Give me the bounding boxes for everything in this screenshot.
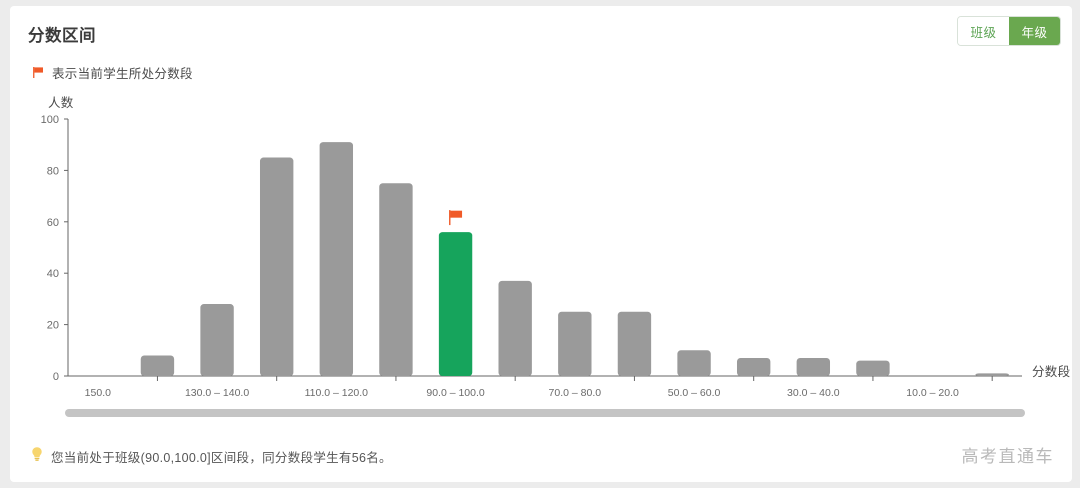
y-tick-label: 20 (47, 320, 59, 332)
x-tick-label: 110.0 – 120.0 (305, 387, 369, 399)
flag-icon (449, 210, 463, 226)
bar[interactable] (856, 360, 890, 376)
chart-horizontal-scrollbar[interactable] (65, 409, 1025, 417)
bar-highlighted[interactable] (438, 232, 473, 376)
bar[interactable] (319, 142, 354, 376)
flag-icon (32, 66, 45, 79)
bar[interactable] (558, 311, 592, 376)
x-tick-label: 30.0 – 40.0 (787, 387, 840, 399)
x-tick-label: 90.0 – 100.0 (426, 387, 485, 399)
scope-toggle-group[interactable]: 班级 年级 (957, 16, 1061, 46)
bar[interactable] (379, 183, 413, 376)
bar[interactable] (498, 280, 532, 376)
bar[interactable] (200, 304, 234, 376)
lightbulb-icon (30, 446, 44, 467)
y-tick-label: 100 (41, 114, 59, 126)
bar[interactable] (736, 358, 771, 376)
y-tick-label: 40 (47, 268, 59, 280)
legend-label: 表示当前学生所处分数段 (52, 67, 193, 81)
bar[interactable] (975, 373, 1009, 376)
x-axis-title: 分数段 (1032, 365, 1071, 379)
score-range-card: 分数区间 班级 年级 表示当前学生所处分数段 人数 0 20 40 60 80 100 15… (10, 6, 1072, 482)
y-tick-label: 80 (47, 165, 59, 177)
y-tick-label: 0 (53, 371, 59, 383)
y-tick-label: 60 (47, 217, 59, 229)
score-distribution-chart: 0 20 40 60 80 100 150.0 130.0 – 140.0 110.0 – 12… (41, 114, 1022, 399)
bar[interactable] (259, 157, 294, 376)
toggle-option-grade[interactable]: 年级 (1009, 17, 1060, 45)
x-tick-label: 130.0 – 140.0 (185, 387, 249, 399)
note-text: 您当前处于班级(90.0,100.0]区间段，同分数段学生有56名。 (51, 451, 392, 465)
bar[interactable] (140, 355, 175, 376)
watermark: 高考直通车 (961, 447, 1054, 466)
bar[interactable] (677, 350, 711, 376)
legend: 表示当前学生所处分数段 (32, 63, 193, 82)
status-note: 您当前处于班级(90.0,100.0]区间段，同分数段学生有56名。 (30, 446, 392, 467)
x-tick-label: 150.0 (85, 387, 111, 399)
x-tick-label: 70.0 – 80.0 (549, 387, 602, 399)
page-title: 分数区间 (28, 27, 96, 45)
toggle-option-class[interactable]: 班级 (958, 17, 1009, 45)
x-tick-label: 10.0 – 20.0 (906, 387, 959, 399)
y-axis-title: 人数 (48, 96, 74, 110)
bar[interactable] (796, 358, 831, 376)
bar[interactable] (617, 311, 652, 376)
x-tick-label: 50.0 – 60.0 (668, 387, 721, 399)
